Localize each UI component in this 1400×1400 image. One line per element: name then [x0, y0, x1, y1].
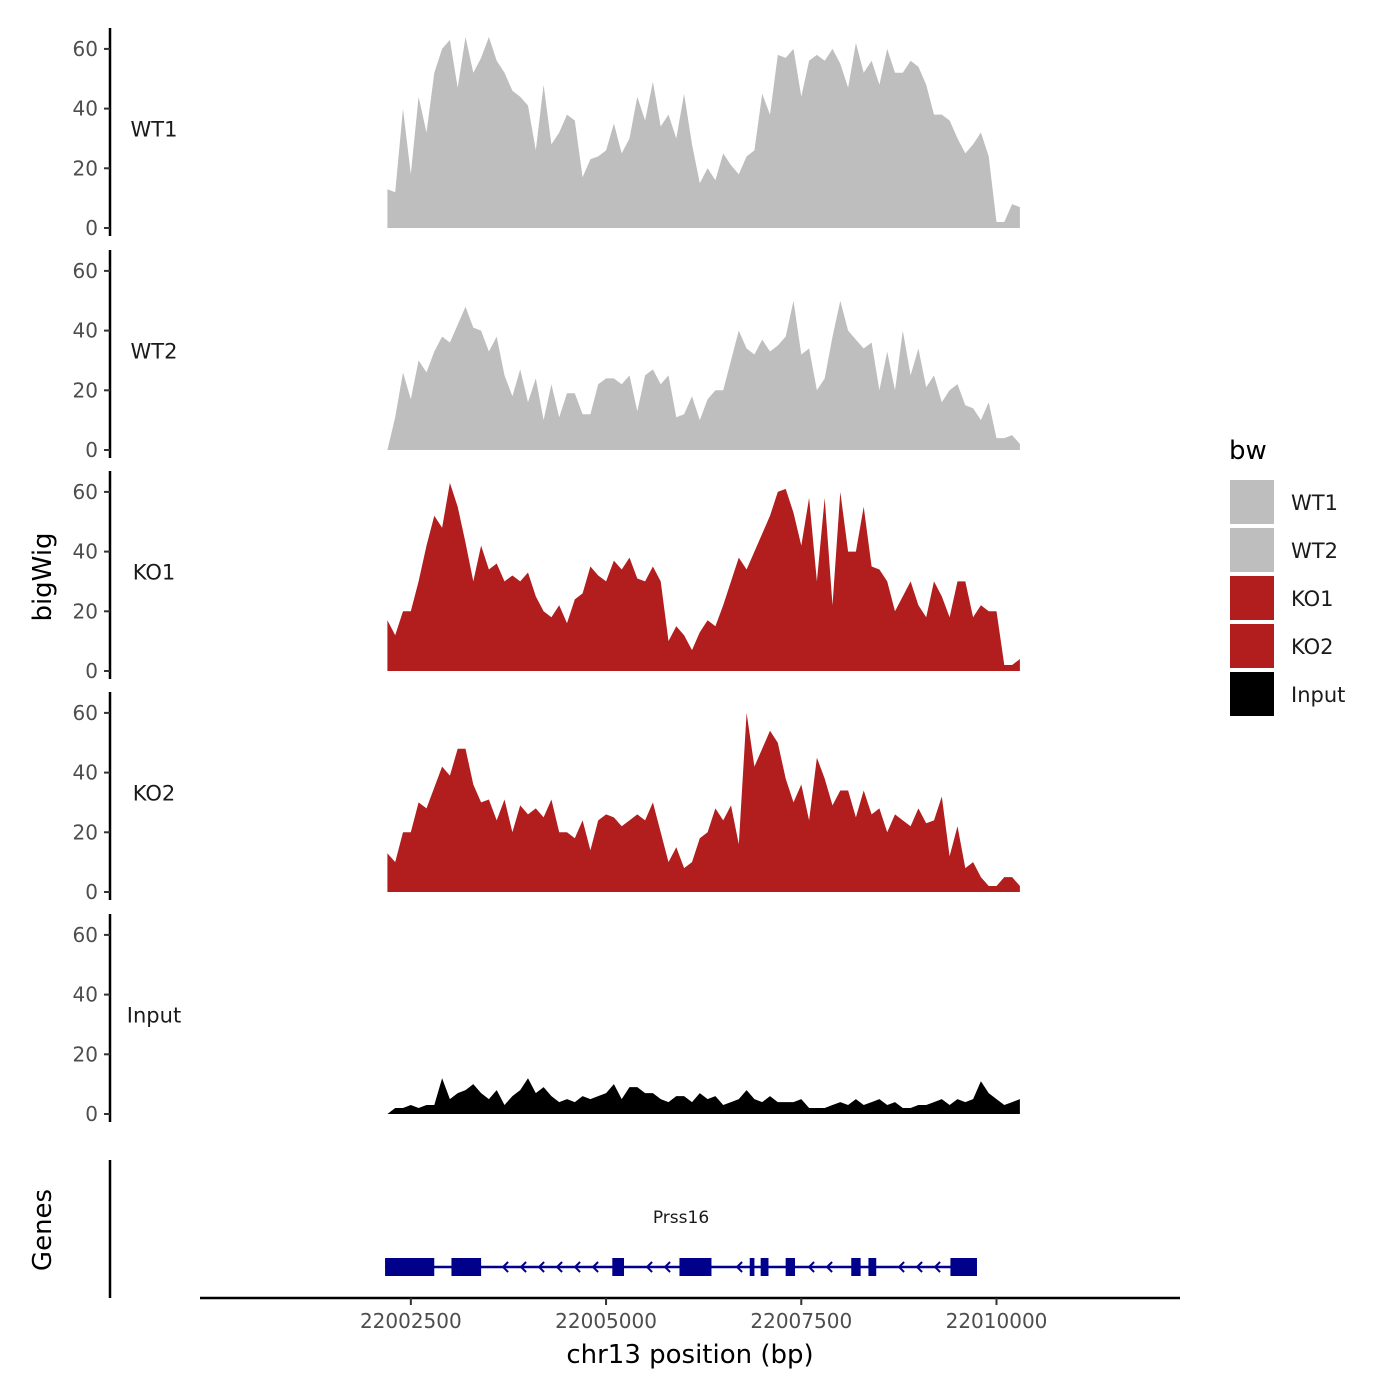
area-ko2 — [387, 712, 1020, 892]
legend-item-ko1: KO1 — [1230, 576, 1334, 620]
area-wt1 — [387, 37, 1020, 228]
y-tick-label: 0 — [85, 880, 98, 904]
area-ko1 — [387, 482, 1020, 671]
track-label-input: Input — [127, 1003, 181, 1027]
area-input — [387, 1078, 1020, 1114]
legend-title: bw — [1229, 436, 1267, 466]
bigwig-panels: 0 20 40 60 WT1 0 20 40 60 WT2 0 20 40 60 KO1 0 20 40 60 KO2… — [73, 28, 1020, 1126]
legend-label: KO2 — [1291, 635, 1334, 659]
area-wt2 — [387, 300, 1020, 450]
x-tick-label: 22010000 — [946, 1309, 1048, 1333]
x-axis: 22002500 22005000 22007500 22010000 — [200, 1296, 1180, 1333]
strand-arrow — [501, 1261, 509, 1273]
y-tick-label: 20 — [73, 156, 98, 180]
x-axis-title: chr13 position (bp) — [566, 1340, 813, 1370]
y-tick-label: 60 — [73, 259, 98, 283]
exon-block — [851, 1258, 861, 1276]
strand-arrow — [519, 1261, 527, 1273]
legend-swatch — [1230, 480, 1274, 524]
y-tick-label: 40 — [73, 97, 98, 121]
legend-label: WT1 — [1291, 491, 1338, 515]
y-tick-label: 40 — [73, 319, 98, 343]
legend-item-input: Input — [1230, 672, 1345, 716]
strand-arrow — [645, 1261, 653, 1273]
x-tick-label: 22005000 — [555, 1309, 657, 1333]
track-label-ko2: KO2 — [133, 781, 176, 805]
strand-arrow — [825, 1261, 833, 1273]
legend-swatch — [1230, 576, 1274, 620]
y-tick-label: 0 — [85, 659, 98, 683]
y-tick-label: 40 — [73, 540, 98, 564]
panel-wt1: 0 20 40 60 WT1 — [73, 28, 1020, 240]
y-tick-label: 60 — [73, 923, 98, 947]
strand-arrow — [933, 1261, 941, 1273]
y-tick-label: 0 — [85, 438, 98, 462]
genes-panel: Prss16 — [108, 1160, 977, 1298]
exon-block — [612, 1258, 625, 1276]
strand-arrow — [735, 1261, 743, 1273]
x-tick-label: 22007500 — [750, 1309, 852, 1333]
strand-arrow — [915, 1261, 923, 1273]
track-label-wt2: WT2 — [131, 339, 178, 363]
exon-block — [385, 1258, 435, 1276]
panel-wt2: 0 20 40 60 WT2 — [73, 250, 1020, 462]
y-tick-label: 20 — [73, 820, 98, 844]
legend-label: WT2 — [1291, 539, 1338, 563]
exon-block — [868, 1258, 877, 1276]
legend-item-ko2: KO2 — [1230, 624, 1334, 668]
exon-block — [760, 1258, 769, 1276]
exon-block — [749, 1258, 755, 1276]
legend-swatch — [1230, 528, 1274, 572]
y-tick-label: 60 — [73, 701, 98, 725]
legend-item-wt2: WT2 — [1230, 528, 1338, 572]
legend: WT1 WT2 KO1 KO2 Input — [1230, 480, 1345, 716]
track-label-ko1: KO1 — [133, 560, 176, 584]
y-tick-label: 40 — [73, 761, 98, 785]
y-tick-label: 20 — [73, 378, 98, 402]
legend-label: KO1 — [1291, 587, 1334, 611]
y-tick-label: 20 — [73, 1042, 98, 1066]
strand-arrow — [663, 1261, 671, 1273]
strand-arrow — [573, 1261, 581, 1273]
y-tick-label: 60 — [73, 37, 98, 61]
y-tick-label: 0 — [85, 216, 98, 240]
genes-axis-title: Genes — [28, 1189, 58, 1271]
exon-block — [785, 1258, 796, 1276]
strand-arrow — [897, 1261, 905, 1273]
strand-arrow — [537, 1261, 545, 1273]
gene-prss16: Prss16 — [385, 1208, 977, 1276]
legend-swatch — [1230, 624, 1274, 668]
legend-swatch — [1230, 672, 1274, 716]
panel-ko2: 0 20 40 60 KO2 — [73, 692, 1020, 904]
legend-label: Input — [1291, 683, 1345, 707]
panel-input: 0 20 40 60 Input — [73, 914, 1020, 1126]
gene-label: Prss16 — [653, 1208, 709, 1228]
strand-arrow — [555, 1261, 563, 1273]
exon-block — [451, 1258, 482, 1276]
panel-ko1: 0 20 40 60 KO1 — [73, 471, 1020, 683]
x-tick-label: 22002500 — [360, 1309, 462, 1333]
y-tick-label: 20 — [73, 599, 98, 623]
y-tick-label: 40 — [73, 983, 98, 1007]
y-tick-label: 0 — [85, 1102, 98, 1126]
exon-block — [679, 1258, 712, 1276]
legend-item-wt1: WT1 — [1230, 480, 1338, 524]
track-label-wt1: WT1 — [131, 117, 178, 141]
y-tick-label: 60 — [73, 480, 98, 504]
strand-arrow — [591, 1261, 599, 1273]
exon-block — [950, 1258, 977, 1276]
y-axis-title: bigWig — [28, 532, 58, 621]
strand-arrow — [807, 1261, 815, 1273]
